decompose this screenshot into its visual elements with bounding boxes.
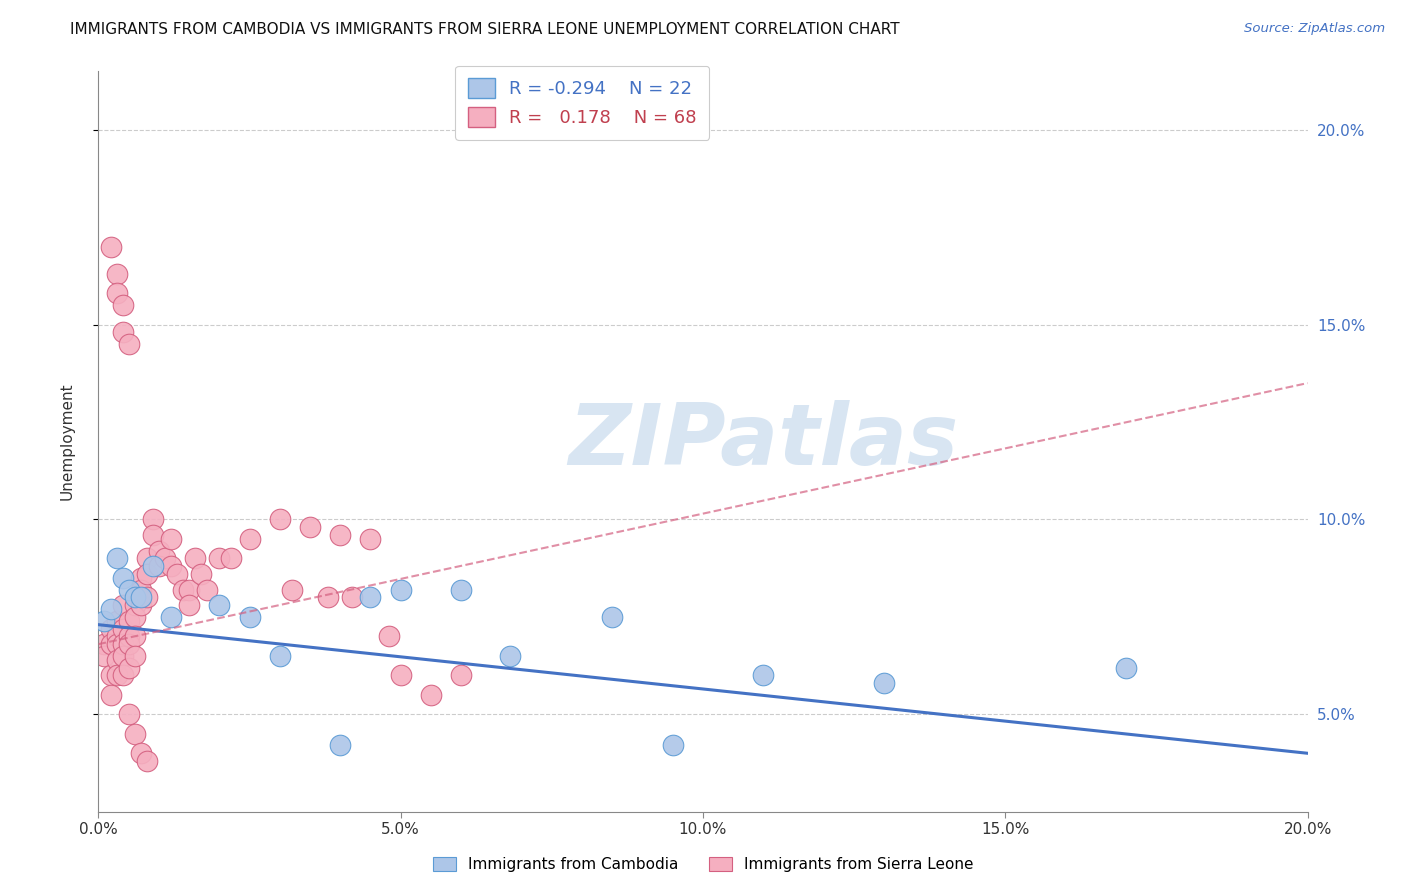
Point bbox=[129, 582, 152, 597]
Point bbox=[111, 298, 134, 312]
Point bbox=[100, 637, 122, 651]
Point bbox=[752, 668, 775, 682]
Point bbox=[873, 676, 896, 690]
Point bbox=[195, 582, 218, 597]
Point bbox=[111, 648, 134, 663]
Legend: R = -0.294    N = 22, R =   0.178    N = 68: R = -0.294 N = 22, R = 0.178 N = 68 bbox=[456, 66, 709, 140]
Point bbox=[111, 598, 134, 612]
Point bbox=[342, 591, 364, 605]
Text: Source: ZipAtlas.com: Source: ZipAtlas.com bbox=[1244, 22, 1385, 36]
Point bbox=[239, 532, 262, 546]
Text: ZIPatlas: ZIPatlas bbox=[568, 400, 959, 483]
Point bbox=[160, 559, 183, 574]
Point bbox=[105, 629, 128, 643]
Point bbox=[360, 532, 382, 546]
Point bbox=[329, 528, 352, 542]
Point bbox=[281, 582, 304, 597]
Point bbox=[93, 637, 115, 651]
Point bbox=[118, 582, 141, 597]
Point bbox=[124, 591, 146, 605]
Point bbox=[100, 622, 122, 636]
Point bbox=[118, 614, 141, 628]
Point bbox=[190, 567, 212, 582]
Point bbox=[124, 598, 146, 612]
Point bbox=[135, 567, 157, 582]
Point bbox=[105, 653, 128, 667]
Point bbox=[299, 520, 322, 534]
Point bbox=[111, 637, 134, 651]
Point bbox=[450, 668, 472, 682]
Point bbox=[148, 543, 170, 558]
Point bbox=[111, 668, 134, 682]
Point bbox=[100, 240, 122, 254]
Point bbox=[389, 668, 412, 682]
Point bbox=[239, 610, 262, 624]
Point bbox=[135, 551, 157, 566]
Point bbox=[160, 610, 183, 624]
Point bbox=[208, 598, 231, 612]
Point bbox=[93, 648, 115, 663]
Point bbox=[118, 660, 141, 674]
Point bbox=[142, 512, 165, 526]
Point bbox=[111, 326, 134, 340]
Point bbox=[142, 528, 165, 542]
Point bbox=[179, 598, 201, 612]
Point bbox=[93, 614, 115, 628]
Point bbox=[118, 629, 141, 643]
Point bbox=[316, 591, 339, 605]
Point bbox=[124, 648, 146, 663]
Point bbox=[124, 727, 146, 741]
Point bbox=[105, 267, 128, 281]
Point bbox=[184, 551, 207, 566]
Point bbox=[269, 512, 291, 526]
Point bbox=[111, 571, 134, 585]
Point bbox=[105, 668, 128, 682]
Point bbox=[105, 637, 128, 651]
Point bbox=[160, 532, 183, 546]
Point bbox=[100, 688, 122, 702]
Point bbox=[118, 337, 141, 351]
Point bbox=[105, 614, 128, 628]
Point bbox=[129, 571, 152, 585]
Point bbox=[153, 551, 176, 566]
Point bbox=[129, 591, 152, 605]
Point bbox=[105, 286, 128, 301]
Point bbox=[100, 668, 122, 682]
Point bbox=[661, 739, 683, 753]
Point bbox=[329, 739, 352, 753]
Point bbox=[498, 648, 520, 663]
Point bbox=[148, 559, 170, 574]
Point bbox=[105, 551, 128, 566]
Point bbox=[208, 551, 231, 566]
Point bbox=[602, 610, 624, 624]
Point bbox=[118, 637, 141, 651]
Point bbox=[100, 602, 122, 616]
Point bbox=[124, 629, 146, 643]
Point bbox=[172, 582, 194, 597]
Point bbox=[135, 754, 157, 768]
Point bbox=[118, 707, 141, 722]
Legend: Immigrants from Cambodia, Immigrants from Sierra Leone: Immigrants from Cambodia, Immigrants fro… bbox=[425, 849, 981, 880]
Point bbox=[179, 582, 201, 597]
Point bbox=[166, 567, 188, 582]
Point bbox=[135, 591, 157, 605]
Point bbox=[1115, 660, 1137, 674]
Point bbox=[111, 622, 134, 636]
Point bbox=[124, 610, 146, 624]
Point bbox=[129, 598, 152, 612]
Text: IMMIGRANTS FROM CAMBODIA VS IMMIGRANTS FROM SIERRA LEONE UNEMPLOYMENT CORRELATIO: IMMIGRANTS FROM CAMBODIA VS IMMIGRANTS F… bbox=[70, 22, 900, 37]
Point bbox=[269, 648, 291, 663]
Point bbox=[221, 551, 243, 566]
Point bbox=[420, 688, 443, 702]
Point bbox=[450, 582, 472, 597]
Point bbox=[389, 582, 412, 597]
Point bbox=[377, 629, 399, 643]
Y-axis label: Unemployment: Unemployment bbox=[60, 383, 75, 500]
Point bbox=[360, 591, 382, 605]
Point bbox=[129, 746, 152, 760]
Point bbox=[142, 559, 165, 574]
